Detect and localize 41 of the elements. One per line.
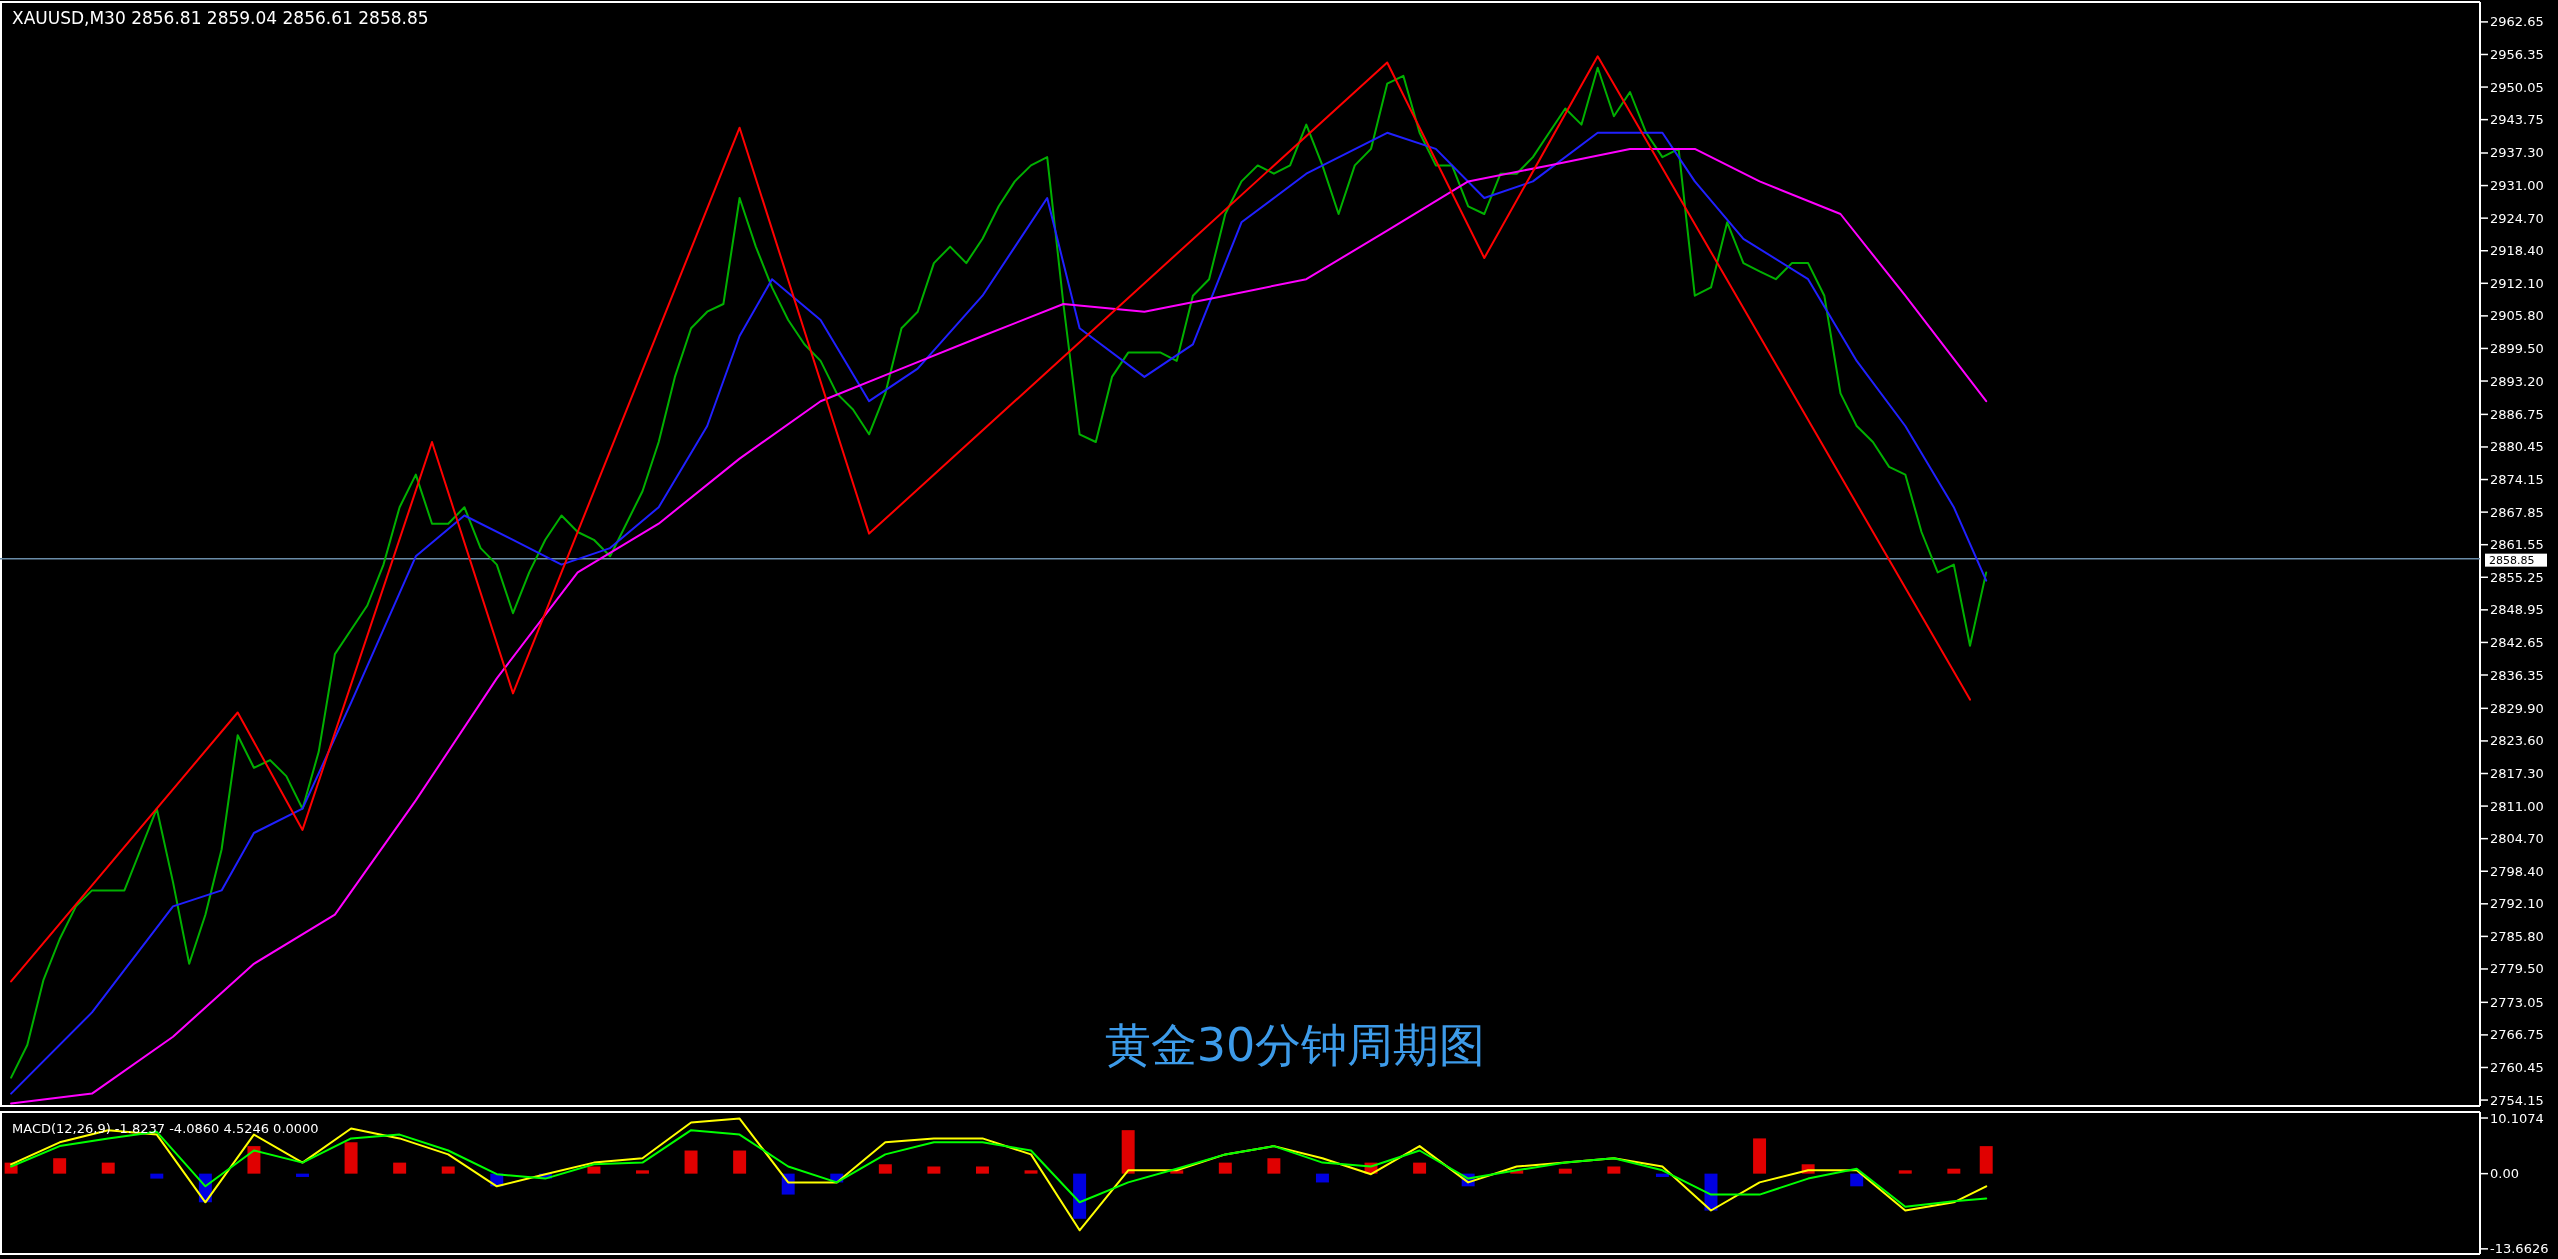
- y-tick-label: 2760.45: [2490, 1059, 2544, 1075]
- y-tick-label: 2880.45: [2490, 439, 2544, 455]
- y-tick-label: 2867.85: [2490, 504, 2544, 520]
- y-tick-label: 2937.30: [2490, 145, 2544, 161]
- text: MACD(12,26,9) -1.8237 -4.0860 4.5246 0.0000: [12, 1120, 319, 1136]
- y-tick-label: 2779.50: [2490, 961, 2544, 977]
- y-tick-label: 2766.75: [2490, 1027, 2544, 1043]
- y-tick-label: 2855.25: [2490, 569, 2544, 585]
- y-tick-label: 2785.80: [2490, 928, 2544, 944]
- y-tick-label: 2829.90: [2490, 700, 2544, 716]
- y-tick-label: 2962.65: [2490, 14, 2544, 30]
- y-tick-label: 2842.65: [2490, 634, 2544, 650]
- y-tick-label: 0.00: [2490, 1166, 2519, 1182]
- y-tick-label: 2848.95: [2490, 602, 2544, 618]
- y-tick-label: 10.1074: [2490, 1110, 2544, 1126]
- y-tick-label: 2811.00: [2490, 798, 2544, 814]
- y-tick-label: 2798.40: [2490, 863, 2544, 879]
- y-tick-label: 2804.70: [2490, 831, 2544, 847]
- y-tick-label: 2912.10: [2490, 275, 2544, 291]
- ref-line-label: 2858.85: [2489, 553, 2535, 567]
- y-tick-label: 2893.20: [2490, 373, 2544, 389]
- y-tick-label: 2956.35: [2490, 46, 2544, 62]
- y-tick-label: 2773.05: [2490, 994, 2544, 1010]
- y-tick-label: 2924.70: [2490, 210, 2544, 226]
- y-tick-label: 2931.00: [2490, 178, 2544, 194]
- y-tick-label: 2905.80: [2490, 308, 2544, 324]
- annotation: 黄金30分钟周期图: [1104, 1018, 1486, 1072]
- y-tick-label: 2836.35: [2490, 667, 2544, 683]
- y-tick-label: 2918.40: [2490, 243, 2544, 259]
- y-tick-label: 2823.60: [2490, 733, 2544, 749]
- y-tick-label: 2886.75: [2490, 406, 2544, 422]
- y-tick-label: 2899.50: [2490, 340, 2544, 356]
- y-tick-label: -13.6626: [2490, 1241, 2549, 1257]
- y-tick-label: 2754.15: [2490, 1092, 2544, 1108]
- y-tick-label: 2950.05: [2490, 79, 2544, 95]
- y-tick-label: 2817.30: [2490, 766, 2544, 782]
- chart-title: XAUUSD,M30 2856.81 2859.04 2856.61 2858.85: [12, 8, 429, 28]
- y-tick-label: 2874.15: [2490, 472, 2544, 488]
- y-tick-label: 2861.55: [2490, 537, 2544, 553]
- y-tick-label: 2943.75: [2490, 112, 2544, 128]
- y-tick-label: 2792.10: [2490, 896, 2544, 912]
